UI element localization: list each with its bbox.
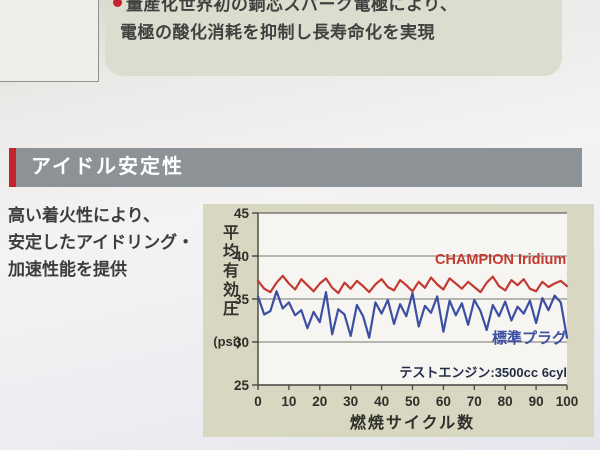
y-axis-unit: (psi) [213, 334, 241, 349]
svg-text:60: 60 [436, 394, 451, 409]
intro-line-2: 安定したアイドリング・ [8, 233, 195, 252]
svg-text:40: 40 [374, 394, 389, 409]
section-header-bar: アイドル安定性 [9, 148, 582, 187]
svg-text:45: 45 [234, 206, 250, 221]
svg-text:30: 30 [234, 335, 249, 350]
svg-text:90: 90 [529, 394, 544, 409]
svg-text:50: 50 [405, 394, 420, 409]
legend-standard-plug: 標準プラグ [492, 330, 568, 347]
svg-text:35: 35 [234, 292, 250, 307]
note-line-2: 電極の酸化消耗を抑制し長寿命化を実現 [120, 23, 435, 42]
note-line-1: 量産化世界初の銅芯スパーク電極により、 [126, 0, 458, 14]
test-engine-note: テストエンジン:3500cc 6cyl [399, 365, 567, 380]
svg-text:70: 70 [467, 394, 482, 409]
svg-text:20: 20 [312, 394, 327, 409]
svg-text:80: 80 [498, 394, 513, 409]
intro-line-1: 高い着火性により、 [8, 206, 160, 225]
note-box: 量産化世界初の銅芯スパーク電極により、 電極の酸化消耗を抑制し長寿命化を実現 [105, 0, 562, 76]
section-title: アイドル安定性 [31, 156, 184, 178]
y-axis-title: 平均有効圧 [220, 224, 237, 319]
svg-text:40: 40 [234, 249, 249, 264]
idle-stability-chart: 45 40 35 30 25 0 10 20 30 40 50 60 70 80 90 100 [234, 206, 579, 409]
svg-text:100: 100 [556, 394, 579, 409]
intro-line-3: 加速性能を提供 [8, 260, 127, 279]
legend-champion-iridium: CHAMPION Iridium [435, 252, 567, 268]
svg-text:25: 25 [234, 378, 250, 393]
svg-text:30: 30 [343, 394, 358, 409]
previous-section-box-corner [0, 0, 99, 82]
intro-text: 高い着火性により、 安定したアイドリング・ 加速性能を提供 [8, 202, 208, 283]
section-accent-stripe [9, 148, 16, 187]
x-axis-title: 燃焼サイクル数 [349, 415, 476, 432]
svg-text:10: 10 [281, 394, 296, 409]
bullet-icon [113, 0, 122, 7]
svg-text:0: 0 [254, 394, 262, 409]
chart-panel: 平均有効圧 (psi) 45 40 35 30 25 0 10 20 30 40 50 60 70 80 9… [203, 204, 594, 437]
